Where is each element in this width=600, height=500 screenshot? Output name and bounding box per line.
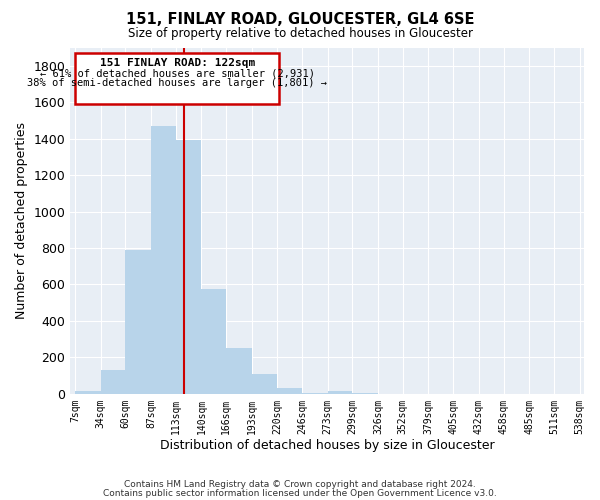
Bar [252,374,277,394]
Text: ← 61% of detached houses are smaller (2,931): ← 61% of detached houses are smaller (2,… [40,68,314,78]
Text: 151, FINLAY ROAD, GLOUCESTER, GL4 6SE: 151, FINLAY ROAD, GLOUCESTER, GL4 6SE [126,12,474,28]
X-axis label: Distribution of detached houses by size in Gloucester: Distribution of detached houses by size … [160,440,494,452]
Bar [328,391,352,394]
Bar [176,140,202,394]
Y-axis label: Number of detached properties: Number of detached properties [15,122,28,319]
Text: 151 FINLAY ROAD: 122sqm: 151 FINLAY ROAD: 122sqm [100,58,255,68]
Bar [125,250,151,394]
Bar [151,126,176,394]
Text: Contains HM Land Registry data © Crown copyright and database right 2024.: Contains HM Land Registry data © Crown c… [124,480,476,489]
Bar [302,393,328,394]
Text: Contains public sector information licensed under the Open Government Licence v3: Contains public sector information licen… [103,488,497,498]
Bar [226,348,252,394]
Bar [202,289,226,394]
Text: 38% of semi-detached houses are larger (1,801) →: 38% of semi-detached houses are larger (… [27,78,327,88]
Bar [75,391,101,394]
Bar [352,393,378,394]
Bar [277,388,302,394]
Bar [75,53,280,104]
Text: Size of property relative to detached houses in Gloucester: Size of property relative to detached ho… [128,28,473,40]
Bar [101,370,125,394]
